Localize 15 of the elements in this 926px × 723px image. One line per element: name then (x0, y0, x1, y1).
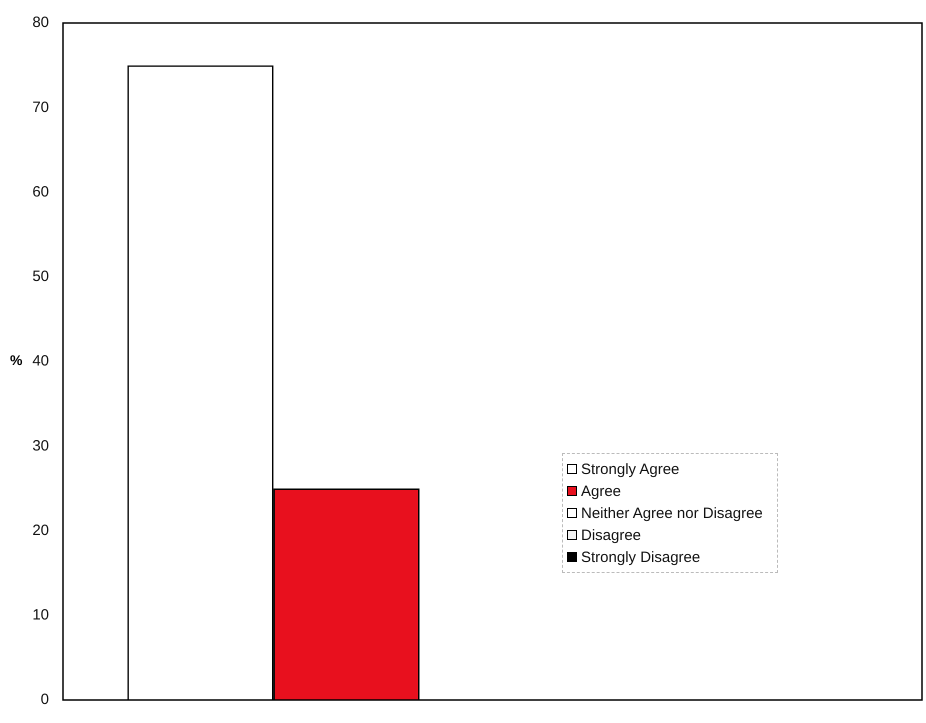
y-tick-label: 80 (32, 14, 49, 32)
y-tick-label: 70 (32, 98, 49, 116)
y-tick-label: 20 (32, 522, 49, 539)
y-axis-title: % (10, 352, 22, 368)
text: Strongly Agree (581, 460, 680, 478)
legend-label: Disagree (581, 526, 642, 544)
y-tick-label: 50 (32, 268, 49, 286)
legend-label: Neither Agree nor Disagree (581, 504, 763, 522)
legend-label: Agree (581, 482, 622, 500)
y-tick-label: 0 (40, 691, 49, 708)
y-tick-label: 40 (32, 352, 49, 370)
legend-label: Strongly Disagree (581, 548, 700, 566)
y-tick-label: 10 (32, 606, 49, 624)
y-tick-label: 60 (32, 183, 49, 200)
y-tick-label: 30 (32, 437, 49, 454)
